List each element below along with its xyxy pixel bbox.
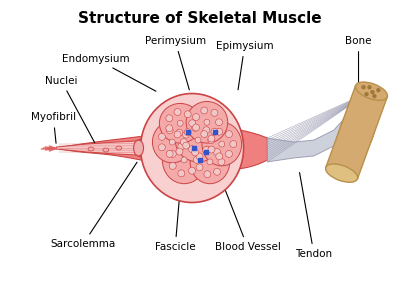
Circle shape [166,125,173,132]
Circle shape [184,111,191,118]
Circle shape [184,129,191,136]
Circle shape [226,151,232,158]
Circle shape [376,88,380,92]
Circle shape [166,127,173,134]
Circle shape [204,171,211,178]
Circle shape [169,162,176,169]
Text: Epimysium: Epimysium [216,41,273,90]
Circle shape [176,148,183,155]
Circle shape [367,85,372,89]
Circle shape [372,94,376,98]
Ellipse shape [326,164,358,182]
Text: Endomysium: Endomysium [62,54,156,91]
Circle shape [174,131,181,138]
Ellipse shape [175,118,221,162]
Circle shape [180,139,187,145]
Ellipse shape [140,94,244,202]
Ellipse shape [162,136,206,184]
Text: Tendon: Tendon [295,172,332,259]
Ellipse shape [88,147,94,151]
Circle shape [196,153,203,160]
Text: Fascicle: Fascicle [155,133,196,252]
Circle shape [364,92,369,96]
Text: Blood Vessel: Blood Vessel [206,141,280,252]
Circle shape [230,141,237,148]
Circle shape [189,120,196,127]
Ellipse shape [159,103,201,143]
Ellipse shape [335,91,378,173]
Circle shape [203,127,210,134]
Circle shape [211,128,218,135]
Circle shape [201,130,208,137]
Circle shape [207,159,213,165]
Circle shape [216,128,223,135]
Ellipse shape [186,101,228,143]
Text: Bone: Bone [345,36,372,90]
Circle shape [181,157,187,163]
Ellipse shape [202,122,242,166]
Text: Structure of Skeletal Muscle: Structure of Skeletal Muscle [78,11,322,26]
Circle shape [178,143,185,150]
Circle shape [169,151,176,158]
Polygon shape [56,139,144,157]
Circle shape [195,137,201,143]
Polygon shape [267,89,372,162]
Circle shape [192,124,198,131]
Circle shape [192,114,200,121]
Circle shape [158,134,165,140]
Circle shape [192,149,198,156]
Circle shape [188,167,196,174]
Circle shape [178,170,185,177]
Ellipse shape [116,146,122,150]
Circle shape [193,156,200,164]
Text: Nuclei: Nuclei [45,76,95,142]
Circle shape [226,131,232,138]
Circle shape [176,129,183,136]
Circle shape [214,168,220,175]
Circle shape [192,124,200,131]
Circle shape [158,144,165,151]
Circle shape [201,107,208,114]
Polygon shape [56,128,267,170]
Circle shape [183,142,190,149]
Circle shape [218,158,225,165]
Circle shape [208,136,215,144]
Ellipse shape [134,140,144,156]
Circle shape [214,148,220,155]
Ellipse shape [103,148,109,152]
Text: Perimysium: Perimysium [145,36,206,90]
Circle shape [216,119,222,126]
Circle shape [169,139,175,145]
Circle shape [361,85,366,89]
Circle shape [208,135,215,142]
Circle shape [177,120,183,126]
Circle shape [188,146,196,153]
Circle shape [216,153,223,160]
Circle shape [208,146,215,153]
Circle shape [203,146,210,153]
Circle shape [174,109,181,116]
Circle shape [204,146,211,153]
Polygon shape [326,85,387,179]
Circle shape [370,90,375,94]
Text: Myofibril: Myofibril [31,112,76,143]
Circle shape [196,164,203,171]
Circle shape [211,110,218,116]
Circle shape [204,119,210,125]
Ellipse shape [152,121,192,163]
Ellipse shape [190,140,230,184]
Circle shape [166,115,173,122]
Circle shape [183,131,190,138]
Text: Sarcolemma: Sarcolemma [50,162,137,249]
Circle shape [219,141,225,147]
Circle shape [166,150,173,157]
Ellipse shape [356,82,388,100]
